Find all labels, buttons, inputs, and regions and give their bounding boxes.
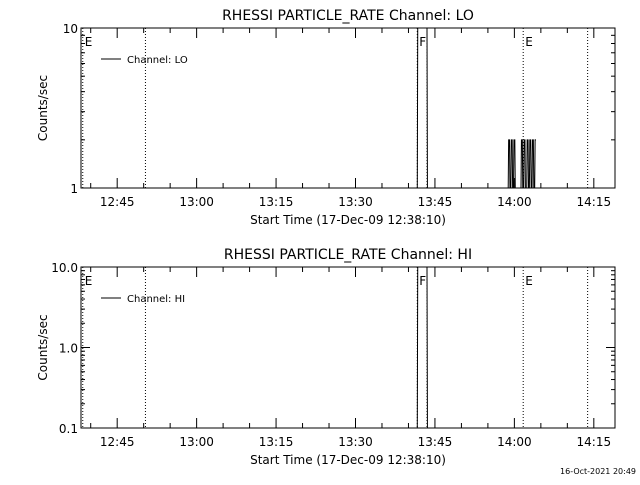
y-tick-label: 10 <box>63 22 78 36</box>
series-line <box>416 27 536 189</box>
x-tick-label: 14:15 <box>577 195 612 209</box>
x-tick-label: 14:00 <box>497 195 532 209</box>
x-axis-label: Start Time (17-Dec-09 12:38:10) <box>250 453 446 467</box>
x-axis-label: Start Time (17-Dec-09 12:38:10) <box>250 213 446 227</box>
footer-timestamp: 16-Oct-2021 20:49 <box>560 467 636 476</box>
event-marker-label: E <box>85 274 93 288</box>
event-marker-label: E <box>85 35 93 49</box>
plot-frame <box>80 27 616 189</box>
x-tick-label: 13:00 <box>179 435 214 449</box>
series-line <box>416 266 428 429</box>
y-tick-label: 10.0 <box>51 261 78 275</box>
y-axis-label: Counts/sec <box>36 75 50 141</box>
event-marker-label: F <box>419 274 426 288</box>
event-marker-label: E <box>525 274 533 288</box>
y-axis-label: Counts/sec <box>36 314 50 380</box>
chart-title: RHESSI PARTICLE_RATE Channel: LO <box>222 8 474 24</box>
plot-frame <box>80 266 616 429</box>
x-tick-label: 13:15 <box>259 435 294 449</box>
x-tick-label: 13:15 <box>259 195 294 209</box>
x-tick-label: 12:45 <box>100 195 135 209</box>
x-tick-label: 13:00 <box>179 195 214 209</box>
y-tick-label: 1.0 <box>59 342 78 356</box>
event-marker-label: F <box>419 35 426 49</box>
y-tick-label: 0.1 <box>59 422 78 436</box>
x-tick-label: 13:30 <box>338 195 373 209</box>
legend-entry: Channel: HI <box>127 294 185 305</box>
x-tick-label: 13:45 <box>418 195 453 209</box>
legend-entry: Channel: LO <box>127 55 188 66</box>
x-tick-label: 13:30 <box>338 435 373 449</box>
x-tick-label: 13:45 <box>418 435 453 449</box>
chart-title: RHESSI PARTICLE_RATE Channel: HI <box>224 247 472 263</box>
x-tick-label: 14:15 <box>577 435 612 449</box>
x-tick-label: 12:45 <box>100 435 135 449</box>
x-tick-label: 14:00 <box>497 435 532 449</box>
y-tick-label: 1 <box>70 182 78 196</box>
event-marker-label: E <box>525 35 533 49</box>
